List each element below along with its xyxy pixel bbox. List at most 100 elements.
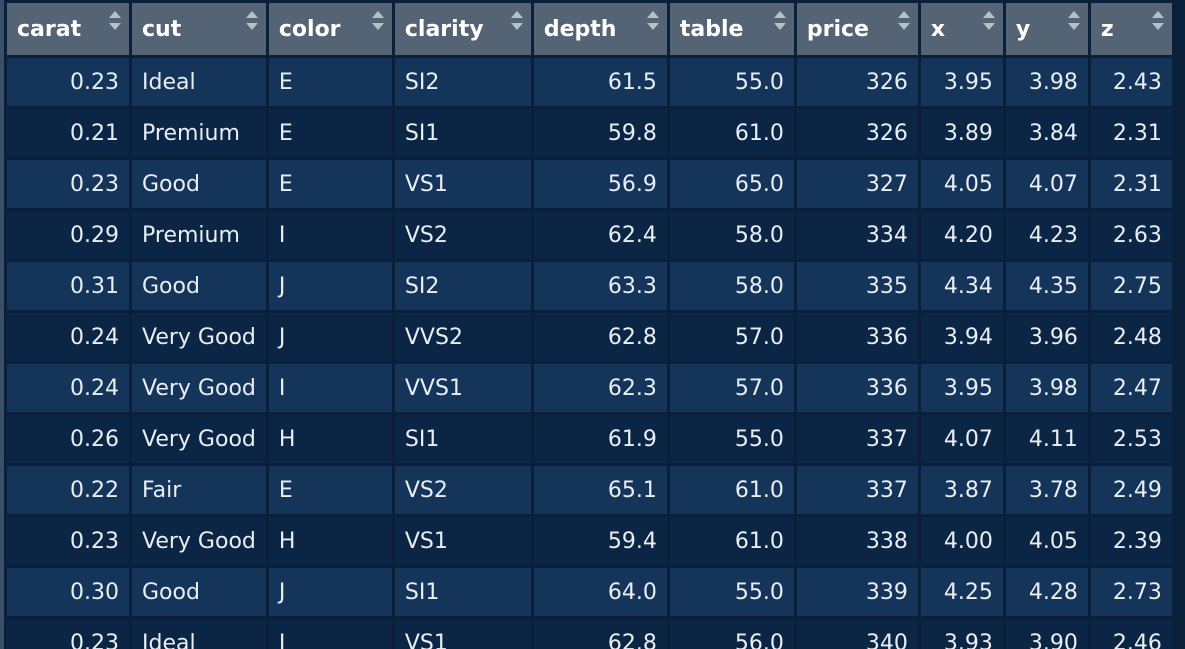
table-row: 0.22 Fair E VS2 65.1 61.0 337 3.87 3.78 2.49: [7, 466, 1172, 514]
sort-arrows-icon[interactable]: [109, 11, 121, 31]
table-cell-price: 336: [796, 364, 918, 412]
table-row: 0.23 Ideal E SI2 61.5 55.0 326 3.95 3.98 2.43: [7, 58, 1172, 106]
table-row: 0.23 Very Good H VS1 59.4 61.0 338 4.00 4.05 2.39: [7, 517, 1172, 565]
table-cell-depth: 62.4: [533, 211, 667, 259]
table-cell-x: 3.95: [920, 58, 1003, 106]
table-cell-price: 340: [796, 619, 918, 649]
table-cell-clarity: VS1: [394, 619, 531, 649]
left-edge-divider: [0, 0, 4, 649]
sort-arrows-icon[interactable]: [1067, 11, 1080, 31]
sort-arrows-icon[interactable]: [510, 11, 523, 31]
table-cell-x: 4.00: [920, 517, 1003, 565]
column-header-y[interactable]: y: [1005, 3, 1088, 55]
table-cell-clarity: VVS1: [394, 364, 531, 412]
column-header-z[interactable]: z: [1090, 3, 1172, 55]
column-header-label: clarity: [404, 17, 484, 42]
table-cell-y: 4.28: [1005, 568, 1088, 616]
header-row: carat cut color clarity depth table price x y z: [7, 3, 1172, 55]
table-cell-cut: Very Good: [132, 313, 266, 361]
table-cell-cut: Good: [132, 160, 266, 208]
table-cell-y: 3.98: [1005, 364, 1088, 412]
table-cell-price: 334: [796, 211, 918, 259]
table-cell-z: 2.63: [1090, 211, 1172, 259]
column-header-label: cut: [142, 17, 182, 42]
table-cell-table: 61.0: [669, 466, 794, 514]
column-header-price[interactable]: price: [796, 3, 918, 55]
table-cell-cut: Premium: [132, 109, 266, 157]
sort-arrows-icon[interactable]: [1151, 11, 1164, 31]
table-cell-y: 4.05: [1005, 517, 1088, 565]
column-header-label: depth: [543, 17, 617, 42]
column-header-label: y: [1015, 17, 1031, 42]
table-body: 0.23 Ideal E SI2 61.5 55.0 326 3.95 3.98 2.43 0.21…: [7, 58, 1172, 649]
table-cell-color: E: [268, 160, 392, 208]
sort-arrows-icon[interactable]: [982, 11, 995, 31]
table-cell-depth: 56.9: [533, 160, 667, 208]
table-cell-y: 4.23: [1005, 211, 1088, 259]
table-cell-table: 55.0: [669, 568, 794, 616]
table-cell-z: 2.46: [1090, 619, 1172, 649]
table-cell-clarity: VS2: [394, 466, 531, 514]
table-cell-color: I: [268, 364, 392, 412]
table-cell-depth: 62.8: [533, 313, 667, 361]
sort-arrows-icon[interactable]: [773, 11, 786, 31]
column-header-table[interactable]: table: [669, 3, 794, 55]
table-cell-clarity: VS1: [394, 517, 531, 565]
sort-arrows-icon[interactable]: [897, 11, 910, 31]
table-cell-depth: 59.4: [533, 517, 667, 565]
table-cell-cut: Ideal: [132, 619, 266, 649]
table-cell-table: 56.0: [669, 619, 794, 649]
column-header-label: carat: [17, 17, 82, 42]
table-cell-clarity: SI1: [394, 568, 531, 616]
table-cell-color: H: [268, 517, 392, 565]
table-cell-cut: Good: [132, 262, 266, 310]
table-cell-depth: 64.0: [533, 568, 667, 616]
table-cell-color: H: [268, 415, 392, 463]
column-header-depth[interactable]: depth: [533, 3, 667, 55]
table-cell-color: J: [268, 619, 392, 649]
table-cell-depth: 62.8: [533, 619, 667, 649]
column-header-x[interactable]: x: [920, 3, 1003, 55]
table-cell-price: 326: [796, 109, 918, 157]
table-cell-y: 3.98: [1005, 58, 1088, 106]
table-cell-price: 337: [796, 466, 918, 514]
table-cell-price: 335: [796, 262, 918, 310]
table-cell-color: J: [268, 262, 392, 310]
table-cell-x: 4.25: [920, 568, 1003, 616]
table-cell-z: 2.39: [1090, 517, 1172, 565]
table-cell-z: 2.43: [1090, 58, 1172, 106]
table-cell-table: 61.0: [669, 109, 794, 157]
column-header-carat[interactable]: carat: [7, 3, 129, 55]
sort-arrows-icon[interactable]: [646, 11, 659, 31]
table-cell-carat: 0.23: [7, 160, 129, 208]
table-cell-depth: 65.1: [533, 466, 667, 514]
column-header-color[interactable]: color: [268, 3, 392, 55]
table-row: 0.24 Very Good J VVS2 62.8 57.0 336 3.94 3.96 2.4…: [7, 313, 1172, 361]
table-cell-z: 2.53: [1090, 415, 1172, 463]
sort-arrows-icon[interactable]: [371, 11, 384, 31]
data-table: carat cut color clarity depth table price x y z 0…: [4, 0, 1175, 649]
table-cell-y: 4.07: [1005, 160, 1088, 208]
table-cell-price: 336: [796, 313, 918, 361]
table-cell-carat: 0.30: [7, 568, 129, 616]
table-row: 0.23 Ideal J VS1 62.8 56.0 340 3.93 3.90 2.46: [7, 619, 1172, 649]
table-cell-carat: 0.29: [7, 211, 129, 259]
table-cell-cut: Ideal: [132, 58, 266, 106]
table-cell-color: E: [268, 109, 392, 157]
sort-arrows-icon[interactable]: [245, 11, 258, 31]
column-header-clarity[interactable]: clarity: [394, 3, 531, 55]
table-cell-z: 2.48: [1090, 313, 1172, 361]
table-cell-z: 2.31: [1090, 160, 1172, 208]
column-header-cut[interactable]: cut: [132, 3, 266, 55]
table-cell-clarity: VS2: [394, 211, 531, 259]
table-row: 0.23 Good E VS1 56.9 65.0 327 4.05 4.07 2.31: [7, 160, 1172, 208]
table-cell-price: 326: [796, 58, 918, 106]
table-cell-price: 337: [796, 415, 918, 463]
table-cell-z: 2.47: [1090, 364, 1172, 412]
table-cell-z: 2.31: [1090, 109, 1172, 157]
column-header-label: x: [930, 17, 946, 42]
table-cell-table: 58.0: [669, 211, 794, 259]
table-cell-x: 4.20: [920, 211, 1003, 259]
table-cell-cut: Very Good: [132, 415, 266, 463]
